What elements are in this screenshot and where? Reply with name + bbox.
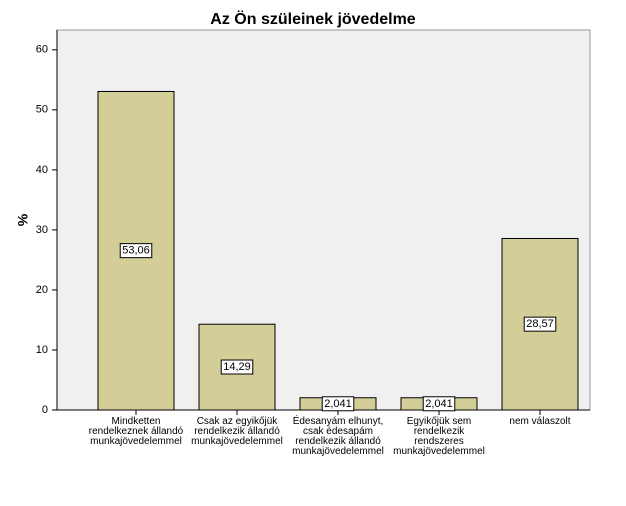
x-tick-label: Egyikőjük sem rendelkezik rendszeres munkaj… [393, 416, 485, 457]
value-label-box [119, 243, 153, 259]
value-label: 28,57 [526, 318, 554, 330]
y-tick-label: 40 [36, 164, 48, 176]
value-label: 2,041 [324, 398, 352, 410]
y-tick-label: 30 [36, 224, 48, 236]
value-label: 53,06 [122, 245, 150, 257]
chart-title: Az Ön szüleinek jövedelme [210, 9, 416, 28]
y-tick-label: 10 [36, 344, 48, 356]
value-label-box [321, 396, 355, 412]
value-label: 2,041 [425, 398, 453, 410]
value-label-box [523, 316, 557, 332]
x-tick-label: nem válaszolt [509, 416, 570, 427]
y-tick-label: 50 [36, 104, 48, 116]
y-tick-label: 60 [36, 44, 48, 56]
x-tick-label: Mindketten rendelkeznek állandó munkajöved… [89, 416, 184, 447]
y-tick-label: 20 [36, 284, 48, 296]
y-axis-label: % [15, 213, 31, 226]
value-label-box [422, 396, 456, 412]
x-tick-label: Csak az egyikőjük rendelkezik állandó munk… [191, 416, 283, 447]
value-label: 14,29 [223, 361, 251, 373]
x-tick-label: Édesanyám elhunyt, csak édesapám rendelkez… [292, 414, 384, 457]
y-tick-label: 0 [42, 404, 48, 416]
value-label-box [220, 359, 254, 375]
